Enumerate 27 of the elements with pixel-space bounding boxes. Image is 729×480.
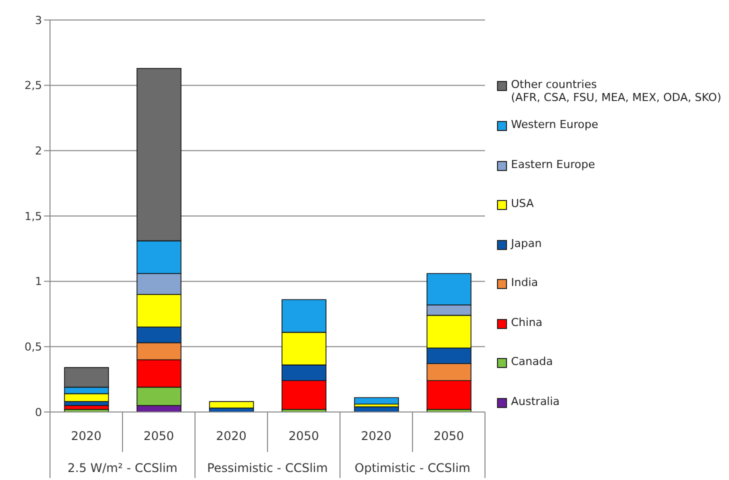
bar bbox=[354, 397, 399, 405]
legend-label: Eastern Europe bbox=[511, 158, 595, 170]
legend-label: China bbox=[511, 316, 542, 328]
text: Optimistic - CCSlim bbox=[354, 461, 470, 475]
x-tick-label: 2020 bbox=[216, 429, 247, 443]
y-tick-label: 2,5 bbox=[24, 79, 42, 92]
legend-label: Australia bbox=[511, 394, 560, 408]
x-tick-label: 2050 bbox=[143, 429, 174, 443]
y-tick-label: 3 bbox=[35, 14, 42, 27]
x-tick-label: 2050 bbox=[288, 429, 320, 443]
text: 2.5 W/m² - CCSlim bbox=[68, 461, 178, 475]
legend-label: USA bbox=[511, 197, 534, 210]
y-tick-label: 2 bbox=[35, 144, 42, 158]
y-tick-label: 1,5 bbox=[24, 210, 42, 223]
text: Pessimistic - CCSlim bbox=[207, 461, 328, 475]
y-tick-label: 1 bbox=[35, 275, 42, 288]
legend-label: Canada bbox=[511, 355, 553, 368]
legend-label: Other countries (AFR, CSA, FSU, MEA, MEX, ODA, SKO) bbox=[511, 78, 722, 104]
y-tick-label: 0 bbox=[35, 406, 42, 419]
x-tick-label: 2020 bbox=[360, 429, 392, 443]
bar bbox=[209, 401, 254, 408]
x-tick-label: 2020 bbox=[70, 429, 102, 443]
legend-label: Western Europe bbox=[511, 118, 598, 131]
legend-label: India bbox=[511, 276, 538, 289]
x-tick-label: 2050 bbox=[433, 429, 464, 443]
legend-label: Japan bbox=[511, 236, 542, 250]
y-tick-label: 0,5 bbox=[24, 340, 42, 354]
